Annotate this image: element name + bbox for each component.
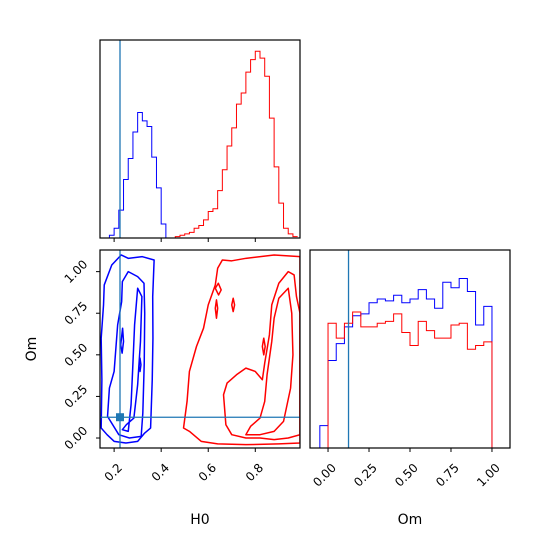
contour-series-2-level-4: [214, 282, 222, 296]
contour-series-1-level-2: [106, 270, 146, 439]
om-ytick-label: 0.50: [62, 340, 91, 369]
om-right-xtick-label: 0.00: [310, 461, 339, 490]
h0-marginal-frame: [99, 39, 301, 239]
om-marginal-frame: [309, 249, 511, 449]
contour-series-2-level-3: [245, 287, 294, 436]
om-right-xtick-label: 0.25: [351, 461, 380, 490]
h0-xtick-label: 0.4: [149, 461, 172, 484]
h0-xtick-label: 0.2: [102, 461, 125, 484]
om-ytick-label: 1.00: [62, 257, 91, 286]
contour-series-1-level-1: [100, 254, 155, 444]
contour-series-2-level-6: [231, 297, 236, 313]
h0-hist-series-1: [100, 112, 176, 238]
contour-series-1-level-4: [119, 327, 125, 354]
contour-series-2-level-1: [182, 254, 300, 446]
contour-series-2-level-7: [261, 337, 266, 356]
contour-series-1-level-3: [121, 287, 143, 433]
om-ytick-label: 0.00: [62, 424, 91, 453]
om-hist-series-1: [310, 277, 509, 448]
om-right-xtick-label: 0.50: [392, 461, 421, 490]
om-right-xtick-label: 1.00: [474, 461, 503, 490]
contour-series-2-level-5: [214, 299, 219, 319]
h0-xtick-label: 0.6: [196, 461, 219, 484]
contour-frame: [99, 249, 301, 449]
om-right-axis-label: Om: [398, 512, 423, 528]
h0-xtick-label: 0.8: [243, 461, 266, 484]
h0-axis-label: H0: [190, 512, 209, 528]
h0-hist-series-2: [165, 50, 298, 238]
om-ytick-label: 0.75: [62, 299, 91, 328]
contour-series-1-level-5: [138, 357, 142, 373]
om-axis-label: Om: [24, 337, 40, 362]
om-hist-series-2: [310, 311, 509, 448]
contour-series-2-level-2: [222, 270, 300, 441]
truth-marker: [116, 413, 124, 422]
om-right-xtick-label: 0.75: [433, 461, 462, 490]
om-ytick-label: 0.25: [62, 382, 91, 411]
